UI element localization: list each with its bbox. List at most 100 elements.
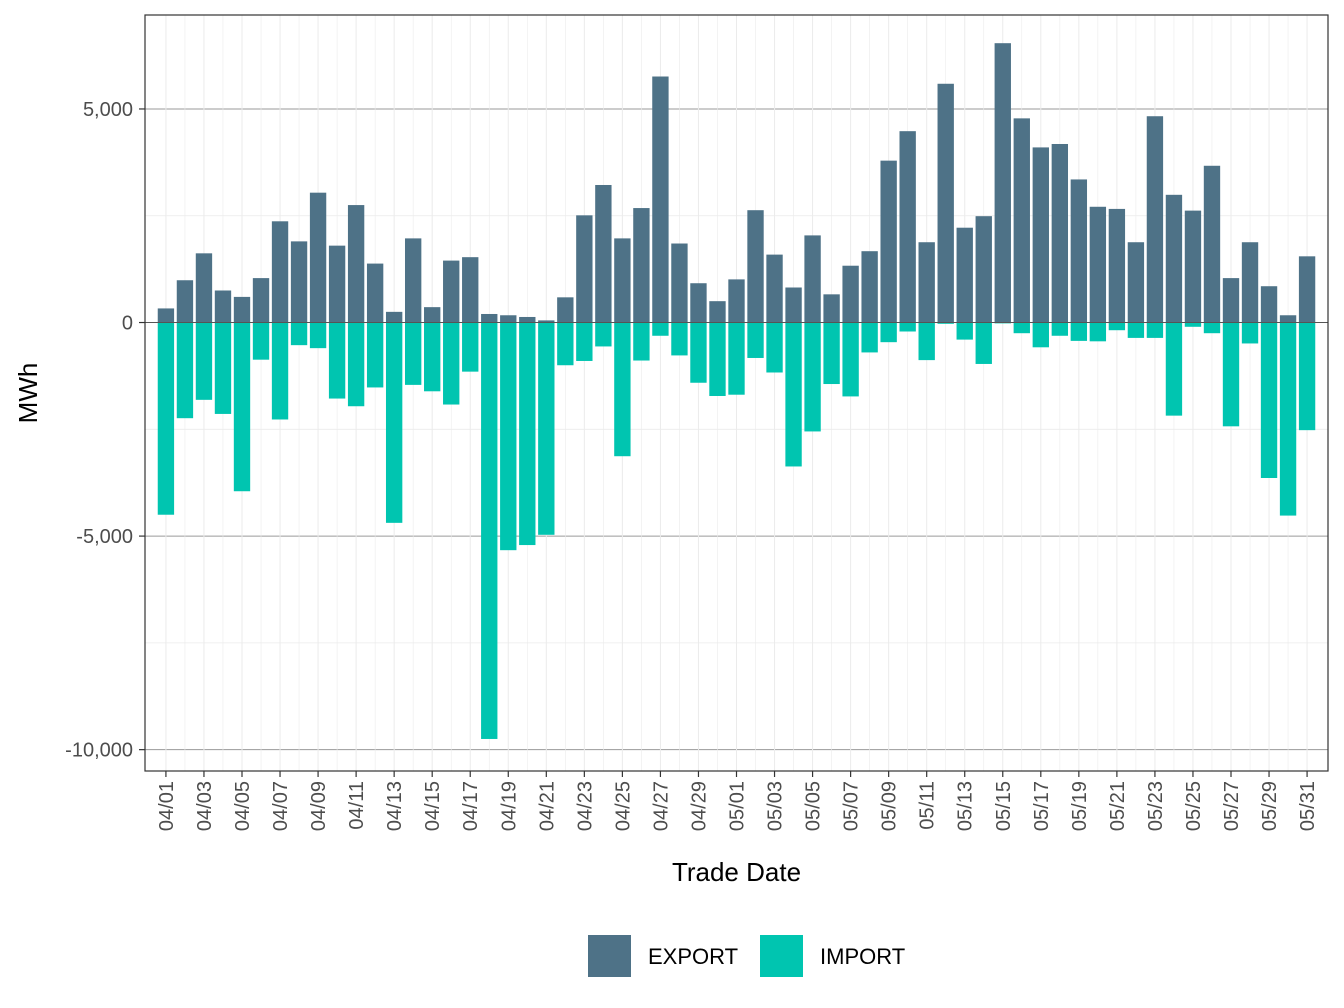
- x-axis: 04/01 04/03 04/05 04/07 04/09 04/11 04/13 04/15…: [156, 771, 1319, 831]
- bar-export-04-07: [271, 221, 289, 323]
- bar-import-05-03: [766, 322, 783, 373]
- bar-export-05-20: [1089, 206, 1107, 323]
- bar-import-05-07: [842, 322, 859, 397]
- bar-export-05-18: [1051, 143, 1069, 323]
- bar-import-05-20: [1089, 322, 1107, 342]
- bar-export-04-12: [366, 263, 384, 323]
- y-axis-title: MWh: [13, 363, 43, 424]
- legend-swatch-import: [760, 935, 803, 977]
- x-tick-label: 04/29: [688, 781, 710, 831]
- x-tick-label: 04/19: [498, 781, 520, 831]
- bar-export-05-15: [994, 43, 1011, 323]
- x-tick-label: 05/03: [765, 781, 787, 831]
- bar-export-05-24: [1165, 194, 1183, 323]
- bar-export-04-21: [538, 320, 555, 323]
- bar-export-04-08: [290, 241, 308, 323]
- x-axis-title: Trade Date: [672, 857, 801, 887]
- bar-export-05-13: [956, 227, 973, 323]
- bar-export-04-05: [233, 296, 251, 323]
- bar-import-04-10: [328, 322, 346, 399]
- x-tick-label: 04/17: [460, 781, 482, 831]
- x-tick-label: 05/01: [727, 781, 749, 831]
- x-tick-label: 05/13: [955, 781, 977, 831]
- bar-import-05-28: [1241, 322, 1259, 344]
- bar-export-04-27: [652, 76, 669, 323]
- bar-export-05-19: [1070, 179, 1088, 323]
- x-tick-label: 05/19: [1069, 781, 1091, 831]
- bar-export-04-25: [614, 238, 631, 323]
- x-tick-label: 05/07: [841, 781, 863, 831]
- y-tick-label: 0: [122, 313, 133, 335]
- bar-export-04-22: [557, 297, 574, 323]
- bar-export-04-17: [462, 257, 479, 323]
- bar-export-04-01: [157, 308, 175, 323]
- x-tick-label: 04/03: [194, 781, 216, 831]
- bar-import-04-04: [214, 322, 232, 414]
- bar-export-04-16: [443, 260, 460, 323]
- bar-import-04-14: [404, 322, 422, 385]
- bar-export-04-10: [328, 245, 346, 323]
- bar-export-04-13: [385, 311, 403, 323]
- bar-import-05-14: [975, 322, 992, 364]
- x-tick-label: 05/17: [1031, 781, 1053, 831]
- legend: EXPORT IMPORT: [588, 935, 905, 977]
- legend-swatch-export: [588, 935, 631, 977]
- bar-import-04-06: [252, 322, 270, 360]
- bar-import-04-28: [671, 322, 688, 356]
- bar-export-05-17: [1032, 147, 1049, 323]
- bar-import-05-05: [804, 322, 821, 432]
- bar-export-04-02: [176, 280, 194, 323]
- bar-import-04-19: [500, 322, 517, 551]
- bar-import-05-25: [1184, 322, 1202, 327]
- bar-import-04-16: [443, 322, 460, 405]
- bar-export-05-31: [1298, 256, 1316, 323]
- y-tick-label: -10,000: [65, 740, 133, 762]
- bar-import-04-30: [709, 322, 726, 396]
- bar-import-05-26: [1203, 322, 1221, 334]
- bar-import-04-25: [614, 322, 631, 457]
- bar-export-04-23: [576, 215, 593, 323]
- bar-import-04-11: [347, 322, 365, 407]
- bar-import-05-31: [1298, 322, 1316, 431]
- bar-export-05-25: [1184, 210, 1202, 323]
- x-tick-label: 05/21: [1107, 781, 1129, 831]
- bar-import-04-12: [366, 322, 384, 388]
- bar-import-04-20: [519, 322, 536, 546]
- bar-import-05-19: [1070, 322, 1088, 341]
- legend-label-export: EXPORT: [648, 944, 738, 969]
- y-tick-label: -5,000: [76, 526, 133, 548]
- x-tick-label: 05/27: [1221, 781, 1243, 831]
- bar-import-04-05: [233, 322, 251, 492]
- bar-import-04-17: [462, 322, 479, 372]
- x-tick-label: 04/25: [612, 781, 634, 831]
- bar-import-04-29: [690, 322, 707, 383]
- bar-export-05-08: [861, 251, 878, 323]
- bar-export-05-12: [937, 83, 954, 323]
- bar-import-05-22: [1127, 322, 1145, 338]
- bar-export-05-02: [747, 210, 764, 323]
- x-tick-label: 05/29: [1259, 781, 1281, 831]
- x-tick-label: 04/01: [156, 781, 178, 831]
- bar-import-05-13: [956, 322, 973, 340]
- bar-import-04-24: [595, 322, 612, 347]
- bar-export-04-19: [500, 315, 517, 323]
- bar-import-05-18: [1051, 322, 1069, 336]
- bar-export-04-06: [252, 278, 270, 323]
- bar-import-04-15: [424, 322, 441, 392]
- x-tick-label: 04/09: [308, 781, 330, 831]
- bar-export-05-30: [1279, 315, 1297, 323]
- bar-import-05-01: [728, 322, 745, 395]
- x-tick-label: 05/15: [993, 781, 1015, 831]
- bar-import-04-23: [576, 322, 593, 361]
- x-tick-label: 05/25: [1183, 781, 1205, 831]
- legend-label-import: IMPORT: [820, 944, 905, 969]
- bar-import-04-13: [385, 322, 403, 523]
- bar-export-05-28: [1241, 242, 1259, 323]
- bar-import-04-27: [652, 322, 669, 336]
- bar-import-05-17: [1032, 322, 1049, 348]
- bar-import-04-26: [633, 322, 650, 361]
- bar-export-04-04: [214, 290, 232, 323]
- x-tick-label: 05/23: [1145, 781, 1167, 831]
- bar-export-04-20: [519, 316, 536, 323]
